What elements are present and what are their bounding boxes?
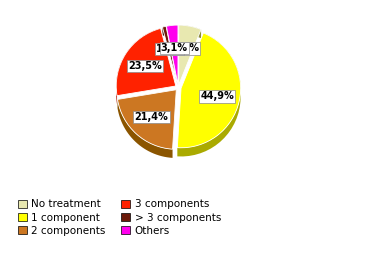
Polygon shape bbox=[116, 28, 161, 104]
Wedge shape bbox=[118, 90, 176, 149]
Text: 3,1%: 3,1% bbox=[161, 43, 188, 53]
Wedge shape bbox=[116, 28, 176, 96]
Text: 23,5%: 23,5% bbox=[128, 61, 162, 71]
Polygon shape bbox=[167, 25, 178, 35]
Text: 21,4%: 21,4% bbox=[135, 112, 168, 122]
Wedge shape bbox=[167, 25, 178, 85]
Polygon shape bbox=[177, 33, 241, 156]
Wedge shape bbox=[162, 26, 178, 85]
Text: 44,9%: 44,9% bbox=[200, 91, 234, 101]
Wedge shape bbox=[179, 25, 201, 85]
Text: 6,1%: 6,1% bbox=[172, 44, 199, 54]
Wedge shape bbox=[177, 33, 241, 148]
Text: 1,0%: 1,0% bbox=[156, 44, 183, 54]
Legend: No treatment, 1 component, 2 components, 3 components, > 3 components, Others: No treatment, 1 component, 2 components,… bbox=[13, 195, 225, 240]
Polygon shape bbox=[179, 25, 201, 38]
Polygon shape bbox=[162, 26, 166, 36]
Polygon shape bbox=[118, 99, 173, 158]
